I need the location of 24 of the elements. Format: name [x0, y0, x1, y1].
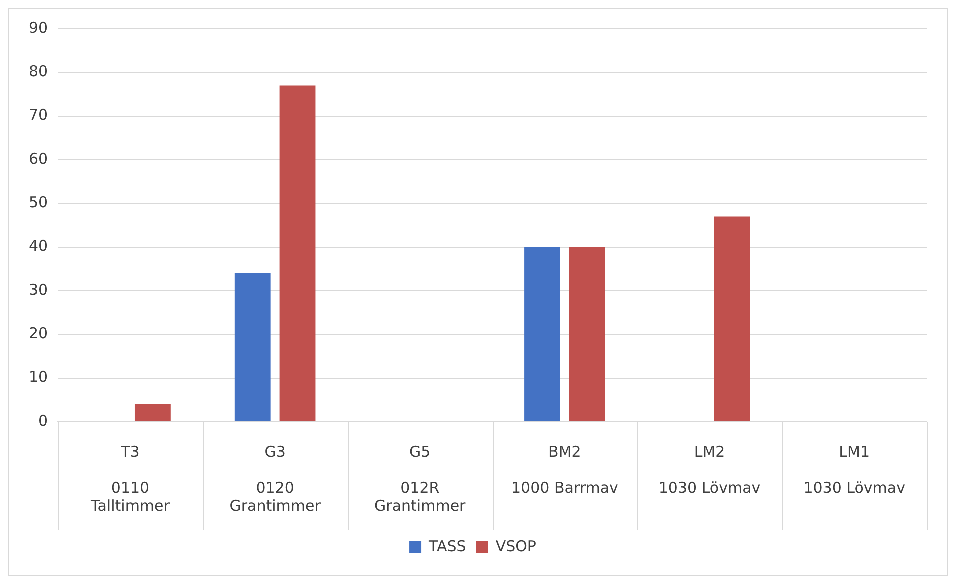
- y-tick-label: 20: [28, 324, 48, 343]
- bar: [134, 404, 171, 422]
- y-tick-label: 70: [28, 106, 48, 124]
- category-label: G3 0120 Grantimmer: [230, 442, 321, 515]
- bar: [280, 86, 316, 422]
- y-tick-label: 40: [28, 237, 48, 256]
- bar: [714, 216, 750, 422]
- legend-label: VSOP: [496, 537, 536, 556]
- category-label: BM2 1000 Barrmav: [511, 442, 618, 497]
- category-label: G5 012R Grantimmer: [374, 442, 466, 515]
- category-label: T3 0110 Talltimmer: [91, 442, 170, 515]
- y-tick-label: 80: [28, 62, 48, 81]
- bar: [234, 274, 271, 422]
- category-label: LM2 1030 Lövmav: [658, 442, 761, 497]
- y-tick-label: 90: [28, 18, 48, 37]
- y-tick-label: 0: [38, 412, 48, 430]
- y-tick-label: 50: [28, 194, 48, 212]
- y-tick-label: 30: [28, 280, 48, 299]
- bar: [524, 247, 560, 422]
- y-tick-label: 10: [28, 368, 48, 386]
- y-tick-label: 60: [28, 150, 48, 168]
- legend-label: TASS: [428, 537, 466, 556]
- bar: [569, 247, 606, 422]
- category-label: LM1 1030 Lövmav: [804, 442, 906, 497]
